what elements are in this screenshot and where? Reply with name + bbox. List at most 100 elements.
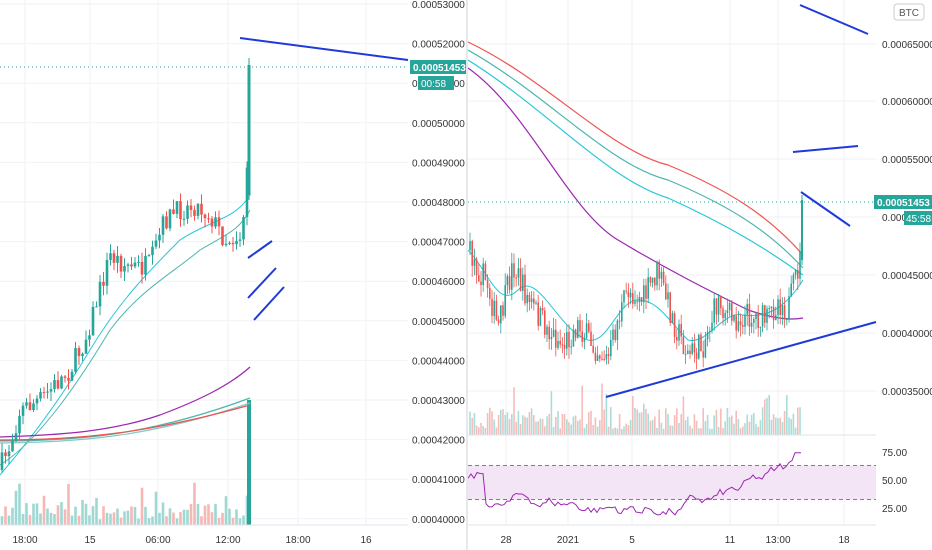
trendline[interactable] [239,37,409,61]
moving-averages [468,41,804,341]
price-tick-label: 0.00044000 [412,356,465,367]
volume-bar [495,427,498,435]
price-axis[interactable]: 0.000650000.000600000.000550000.00050000… [882,40,932,515]
volume-bar [221,512,224,525]
candle-body [133,262,137,267]
candle-body [200,203,203,215]
volume-bar [133,506,137,525]
candle-body [486,279,489,288]
volume-bar [621,428,623,435]
volume-bar [618,413,621,435]
left-chart-pane[interactable]: 0.000530000.000520000.000510000.00050000… [0,0,468,550]
volume-bar [81,499,84,525]
trendline[interactable] [800,191,851,227]
volume-bar [242,515,245,525]
ma-purple-line [0,366,251,438]
candle-body [709,330,711,332]
volume-bar [497,414,500,435]
volume-bar [552,426,555,435]
candle-body [566,332,568,349]
volume-bar [493,419,495,435]
trendline[interactable] [605,321,877,398]
volume-bar [91,506,95,525]
candle-body [695,352,698,359]
volume-bar [247,400,251,525]
volume-bar [513,387,515,435]
volume-bar [592,425,594,435]
candle-body [35,398,39,404]
trendline[interactable] [792,145,859,153]
candle-body [32,403,35,411]
candle-body [147,255,151,257]
candle-body [557,340,559,348]
volume-bar [32,503,35,525]
candle-body [224,243,228,246]
volume-bar [684,420,687,435]
time-axis[interactable]: 28 2021 5 11 13:00 18 [468,434,876,546]
rsi-tick-label: 75.00 [882,448,907,459]
right-price-chart[interactable]: 0.000650000.000600000.000550000.00050000… [468,0,932,550]
candle-body [788,296,790,319]
currency-badge[interactable]: BTC [893,3,925,21]
volume-bar [717,426,720,435]
left-price-chart[interactable]: 0.000530000.000520000.000510000.00050000… [0,0,468,550]
volume-bar [594,417,597,435]
candle-body [515,277,517,279]
volume-bar [144,506,147,525]
candle-body [579,320,581,332]
candle-body [599,355,601,359]
ma-slow-line [468,49,804,269]
candle-body [140,261,144,275]
volume-bar [528,412,531,435]
volume-bar [665,408,667,435]
candle-body [519,268,522,292]
candle-body [14,433,18,441]
trendline[interactable] [247,267,277,299]
volume-bar [42,495,46,525]
volume-bar [151,516,154,525]
price-axis[interactable]: 0.000530000.000520000.000510000.00050000… [412,0,465,526]
price-tick-label: 0.00047000 [412,238,465,249]
candle-body [102,281,105,286]
volume-bar [678,422,680,435]
candle-body [759,326,762,328]
candle-body [590,331,592,346]
candle-body [614,329,616,341]
volume-bar [28,515,32,525]
trendline[interactable] [799,4,869,35]
right-chart-pane[interactable]: 0.000650000.000600000.000550000.00050000… [468,0,932,550]
pane-divider[interactable] [466,0,468,550]
price-tick-label: 0.00048000 [412,198,465,209]
candle-body [777,299,779,316]
rsi-panel[interactable] [468,452,876,516]
volume-bar [109,513,112,525]
volume-bar [25,503,28,525]
volume-bar [56,505,60,525]
candle-body [618,320,621,322]
volume-bar [511,414,513,435]
price-tick-label: 0.00040000 [412,515,465,526]
candle-body [511,263,513,290]
time-tick-label: 2021 [557,535,580,546]
volume-bar [570,424,572,435]
trendlines[interactable] [605,4,877,398]
trendlines[interactable] [239,37,409,321]
volume-bar [486,412,489,435]
candle-body [158,234,161,241]
candle-body [21,405,25,416]
trendline[interactable] [247,240,273,259]
volume-bar [475,425,478,435]
candle-body [0,452,4,470]
volume-bar [539,418,542,435]
volume-bar [112,512,116,525]
trendline[interactable] [253,286,285,321]
volume-bar [568,422,570,435]
volume-bar [748,421,751,435]
volume-bar [605,393,608,435]
volume-bar [623,426,625,435]
candle-body [179,201,182,220]
ma-fast-line [468,249,804,341]
time-axis[interactable]: 18:00 15 06:00 12:00 18:00 16 [0,524,408,546]
volume-bar [130,506,133,525]
volume-bar [695,420,698,435]
